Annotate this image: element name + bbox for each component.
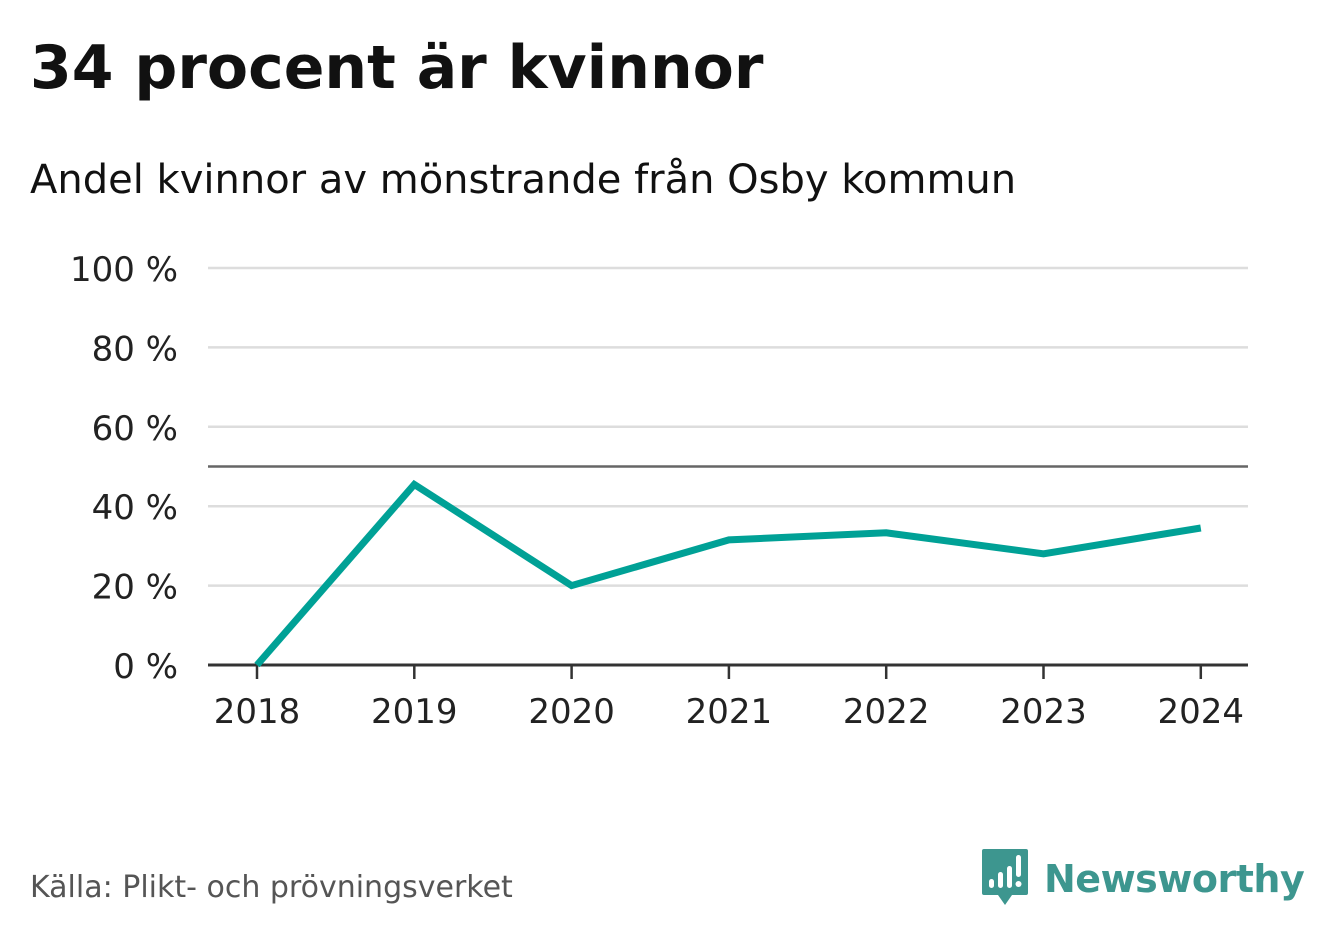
newsworthy-logo-icon — [982, 849, 1028, 905]
brand-logo: Newsworthy — [980, 847, 1305, 911]
chart-subtitle: Andel kvinnor av mönstrande från Osby ko… — [30, 157, 1017, 203]
y-tick-label: 60 % — [92, 409, 178, 449]
chart-title: 34 procent är kvinnor — [30, 33, 764, 103]
x-tick-label: 2023 — [1000, 692, 1087, 732]
x-axis-labels: 2018 2019 2020 2021 2022 2023 2024 — [214, 692, 1244, 732]
y-tick-label: 100 % — [70, 250, 178, 290]
x-axis — [208, 663, 1248, 679]
x-tick-label: 2019 — [371, 692, 458, 732]
x-tick-label: 2021 — [686, 692, 773, 732]
y-tick-label: 20 % — [92, 568, 178, 608]
x-tick-label: 2022 — [843, 692, 930, 732]
grid-lines — [208, 266, 1248, 587]
y-axis-labels: 0 % 20 % 40 % 60 % 80 % 100 % — [70, 250, 178, 687]
brand-name: Newsworthy — [1044, 857, 1305, 901]
y-tick-label: 80 % — [92, 329, 178, 369]
y-tick-label: 0 % — [113, 647, 178, 687]
x-tick-label: 2018 — [214, 692, 301, 732]
source-note: Källa: Plikt- och prövningsverket — [30, 870, 513, 905]
y-tick-label: 40 % — [92, 488, 178, 528]
x-tick-label: 2024 — [1158, 692, 1245, 732]
series-line — [254, 479, 1202, 668]
x-tick-label: 2020 — [528, 692, 615, 732]
series-lines — [254, 479, 1202, 668]
